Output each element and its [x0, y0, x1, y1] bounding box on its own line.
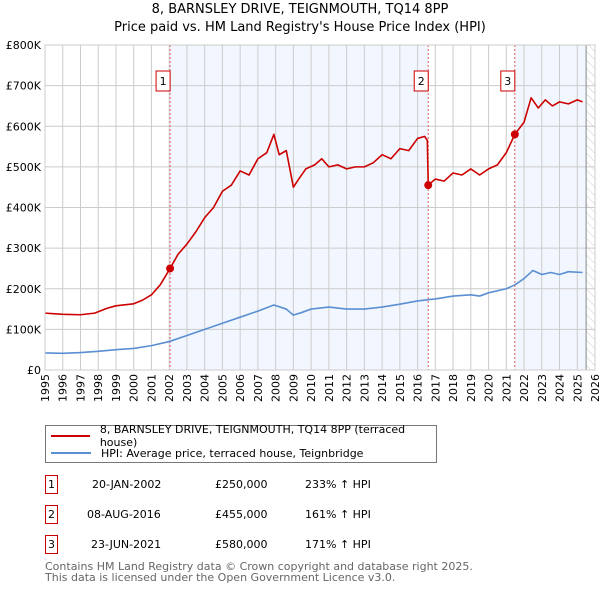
x-tick-label: 2024	[554, 374, 567, 402]
sale-marker-box	[155, 70, 171, 92]
x-tick-label: 1995	[39, 374, 52, 402]
sale-marker-label: 2	[418, 75, 425, 88]
x-tick-label: 2002	[163, 374, 176, 402]
legend: 8, BARNSLEY DRIVE, TEIGNMOUTH, TQ14 8PP …	[45, 423, 437, 463]
x-tick-label: 2000	[128, 374, 141, 402]
sale-date: 23-JUN-2021	[91, 538, 162, 551]
legend-label: 8, BARNSLEY DRIVE, TEIGNMOUTH, TQ14 8PP …	[99, 423, 406, 449]
hpi-change: 233% ↑ HPI	[305, 478, 371, 491]
sale-marker-label: 3	[504, 75, 511, 88]
x-tick-label: 2017	[429, 374, 442, 402]
x-tick-label: 1996	[57, 374, 70, 402]
y-tick-label: £200K	[6, 283, 42, 296]
x-tick-label: 2013	[358, 374, 371, 402]
legend-swatch-blue	[51, 452, 91, 454]
sale-point	[424, 181, 433, 190]
x-tick-label: 2014	[376, 374, 389, 402]
x-tick-label: 2012	[341, 374, 354, 402]
legend-item-hpi: HPI: Average price, terraced house, Teig…	[46, 445, 363, 461]
x-tick-label: 2025	[571, 374, 584, 402]
footer-copyright: Contains HM Land Registry data © Crown c…	[45, 560, 473, 573]
sale-price: £455,000	[215, 508, 268, 521]
x-tick-label: 2010	[305, 374, 318, 402]
x-tick-label: 1997	[74, 374, 87, 402]
sale-marker-box	[413, 70, 429, 92]
x-tick-label: 2015	[394, 374, 407, 402]
x-tick-label: 2007	[252, 374, 265, 402]
footer-licence: This data is licensed under the Open Gov…	[45, 571, 396, 584]
y-tick-label: £100K	[6, 323, 42, 336]
price-chart: 1995 1996 1997 1998 1999 2000 2001 2002 2003 2004…	[6, 39, 600, 402]
y-tick-label: £800K	[6, 39, 42, 52]
x-tick-label: 2005	[216, 374, 229, 402]
hpi-line	[44, 269, 583, 355]
plot-frame	[44, 44, 596, 371]
y-tick-label: £300K	[6, 242, 42, 255]
x-tick-label: 2022	[518, 374, 531, 402]
marker-badge: 1	[45, 475, 58, 494]
sale-date: 08-AUG-2016	[87, 508, 161, 521]
sale-marker-box	[500, 70, 516, 92]
y-tick-label: £500K	[6, 161, 42, 174]
x-tick-label: 2006	[234, 374, 247, 402]
legend-swatch-red	[51, 435, 90, 437]
x-tick-label: 2003	[181, 374, 194, 402]
chart-subtitle: Price paid vs. HM Land Registry's House …	[114, 20, 486, 35]
y-tick-label: £700K	[6, 80, 42, 93]
sale-price: £250,000	[215, 478, 268, 491]
y-tick-label: £600K	[6, 120, 42, 133]
legend-item-property: 8, BARNSLEY DRIVE, TEIGNMOUTH, TQ14 8PP …	[46, 423, 436, 449]
hpi-change: 171% ↑ HPI	[305, 538, 371, 551]
x-tick-label: 2020	[483, 374, 496, 402]
x-tick-label: 2021	[500, 374, 513, 402]
x-tick-label: 2023	[536, 374, 549, 402]
x-tick-label: 2016	[412, 374, 425, 402]
sale-point	[510, 130, 519, 139]
x-tick-label: 2018	[447, 374, 460, 402]
chart-title: 8, BARNSLEY DRIVE, TEIGNMOUTH, TQ14 8PP	[151, 2, 449, 17]
sale-marker-label: 1	[160, 75, 167, 88]
sale-price: £580,000	[215, 538, 268, 551]
y-tick-label: £0	[27, 364, 41, 377]
legend-label: HPI: Average price, terraced house, Teig…	[101, 446, 364, 460]
sale-point	[166, 264, 175, 273]
x-tick-label: 1999	[110, 374, 123, 402]
hpi-change: 161% ↑ HPI	[305, 508, 371, 521]
property-price-line	[44, 97, 583, 316]
marker-badge: 3	[45, 535, 58, 554]
y-tick-label: £400K	[6, 202, 42, 215]
table-row: 2 08-AUG-2016 £455,000 161% ↑ HPI	[45, 505, 495, 525]
table-row: 3 23-JUN-2021 £580,000 171% ↑ HPI	[45, 535, 495, 555]
x-tick-label: 2026	[589, 374, 600, 402]
x-tick-label: 2019	[465, 374, 478, 402]
marker-badge: 2	[45, 505, 58, 524]
sale-date: 20-JAN-2002	[92, 478, 162, 491]
x-tick-label: 2009	[287, 374, 300, 402]
x-tick-label: 1998	[92, 374, 105, 402]
table-row: 1 20-JAN-2002 £250,000 233% ↑ HPI	[45, 475, 495, 495]
x-tick-label: 2001	[145, 374, 158, 402]
x-tick-label: 2011	[323, 374, 336, 402]
x-tick-label: 2008	[270, 374, 283, 402]
x-tick-label: 2004	[199, 374, 212, 402]
